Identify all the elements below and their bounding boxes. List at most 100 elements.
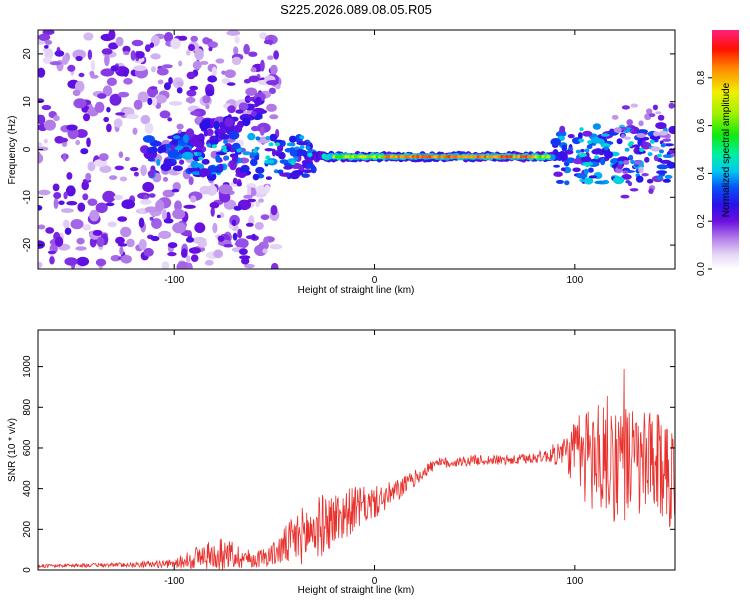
snr-background [38, 330, 675, 570]
spectrogram-cell [108, 42, 119, 50]
snr-frame [37, 329, 676, 571]
spectrogram-background [38, 30, 675, 269]
spectrogram-cell [157, 145, 167, 153]
spectrogram-cell [117, 216, 128, 222]
spectrogram-cell [54, 50, 65, 57]
spectrogram-cell [87, 198, 98, 206]
spectrogram-cell [636, 129, 649, 134]
spectrogram-cell [211, 144, 217, 149]
spectrogram-cell [98, 153, 109, 162]
spectrogram-cell [232, 177, 238, 184]
spectrogram-cell [66, 124, 78, 131]
spectrogram-x-tick-label: 0 [372, 275, 378, 286]
spectrogram-cell [92, 229, 103, 236]
spectrogram-cell [78, 72, 85, 78]
spectrogram-cell [75, 55, 83, 62]
spectrogram-cell [646, 178, 654, 184]
spectrogram-cell [95, 258, 107, 267]
spectrogram-cell [218, 184, 233, 195]
spectrogram-cell [621, 133, 625, 139]
spectrogram-cell [163, 82, 171, 91]
spectrogram-cell [648, 188, 654, 195]
spectrogram-cell [656, 170, 668, 175]
spectrogram-cell [168, 77, 173, 85]
spectrogram-cell [142, 181, 155, 193]
spectrogram-cell [266, 103, 277, 112]
spectrogram-cell [305, 145, 311, 150]
spectrogram-cell [123, 78, 133, 85]
spectrogram-cell [133, 99, 143, 110]
spectrogram-cell [245, 222, 254, 227]
spectrogram-cell [243, 43, 250, 55]
spectrogram-cell [564, 180, 570, 186]
spectrogram-cell [259, 32, 268, 40]
spectrogram-cell [224, 69, 236, 78]
spectrogram-cell [231, 219, 237, 227]
spectrogram-cell [239, 102, 249, 111]
spectrogram-cell [100, 68, 115, 77]
spectrogram-cell [565, 157, 576, 164]
spectrogram-cell [188, 247, 201, 254]
spectrogram-cell [594, 155, 600, 160]
spectrogram-cell [626, 119, 633, 126]
spectrogram-cell [38, 224, 46, 230]
spectrogram-cell [176, 81, 184, 86]
spectrogram-cell [72, 89, 81, 97]
spectrogram-cell [252, 173, 260, 181]
spectrogram-cell [167, 149, 180, 159]
spectrogram-cell [613, 127, 622, 133]
spectrogram-cell [117, 91, 130, 98]
spectrogram-cell [575, 149, 581, 154]
spectrogram-cell [173, 135, 181, 140]
spectrogram-cell [66, 172, 73, 180]
spectrogram-cell [629, 188, 639, 192]
spectrogram-cell [114, 165, 125, 171]
spectrogram-cell [161, 261, 170, 269]
spectrogram-cell [80, 148, 89, 155]
spectrogram-cell [137, 91, 149, 103]
spectrogram-cell [144, 44, 151, 52]
spectrogram-cell [162, 189, 175, 198]
spectrogram-cell [618, 160, 624, 165]
snr-x-tick-label: 100 [566, 576, 583, 587]
spectrogram-cell [583, 168, 589, 175]
spectrogram-cell [44, 40, 53, 45]
spectrogram-cell [270, 64, 278, 75]
spectrogram-cell [38, 98, 45, 103]
spectrogram-cell [82, 193, 89, 201]
snr-x-tick-label: 0 [372, 576, 378, 587]
spectrogram-cell [239, 167, 245, 173]
spectrogram-x-ticks: -100 0 100 [164, 30, 584, 286]
spectrogram-cell [209, 201, 220, 209]
spectrogram-cell [273, 50, 279, 60]
spectrogram-cell [106, 106, 111, 113]
spectrogram-cell [121, 199, 135, 210]
spectrogram-cell [67, 64, 76, 72]
spectrogram-cell [76, 237, 85, 245]
spectrogram-cell [161, 64, 173, 69]
spectrogram-cell [215, 58, 225, 64]
spectrogram-cell [279, 172, 290, 177]
spectrogram-cell [61, 55, 69, 65]
spectrogram-cell [232, 232, 238, 241]
snr-y-tick-label: 600 [22, 439, 33, 456]
spectrogram-cell [133, 171, 139, 177]
spectrogram-cell [611, 114, 619, 120]
spectrogram-cell [271, 148, 276, 157]
spectrogram-cell [663, 143, 675, 147]
spectrogram-cell [149, 42, 155, 48]
spectrogram-cell [140, 164, 147, 177]
spectrogram-cell [560, 167, 566, 172]
spectrogram-cell [149, 216, 154, 221]
spectrogram-cell [635, 175, 644, 183]
snr-y-tick-label: 1000 [22, 355, 33, 378]
spectrogram-cell [254, 155, 260, 161]
spectrogram-cell [38, 67, 46, 78]
spectrogram-cell [106, 123, 112, 133]
spectrogram-cell [258, 198, 264, 203]
spectrogram-cell [104, 54, 110, 67]
spectrogram-cell [53, 198, 59, 209]
spectrogram-cell [150, 53, 161, 60]
spectrogram-cell [110, 255, 121, 262]
spectrogram-cell [231, 56, 242, 66]
